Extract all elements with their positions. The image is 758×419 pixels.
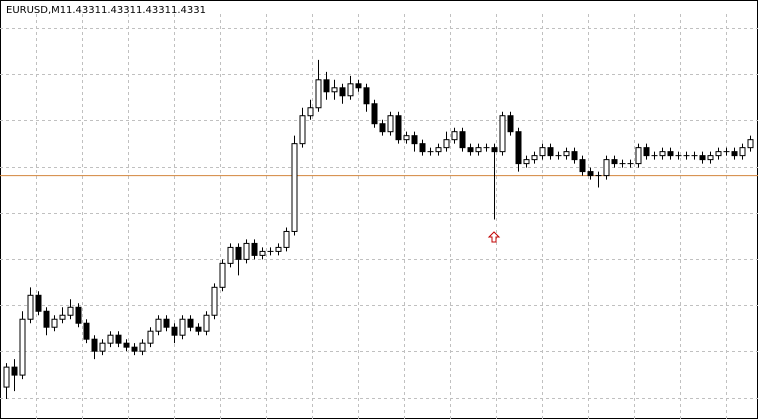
candle-body bbox=[515, 131, 522, 165]
symbol: EURUSD,M1 bbox=[6, 5, 66, 16]
candle-body bbox=[299, 115, 306, 145]
candle-body bbox=[51, 318, 58, 328]
candle-body bbox=[355, 83, 362, 89]
candle-body bbox=[603, 159, 610, 177]
candle-body bbox=[27, 294, 34, 320]
close-label: 1.4331 bbox=[171, 5, 206, 16]
candle-body bbox=[131, 346, 138, 352]
candle-body bbox=[91, 338, 98, 352]
candle-body bbox=[139, 342, 146, 352]
candle-body bbox=[339, 87, 346, 97]
candle-body bbox=[187, 318, 194, 328]
candle-body bbox=[171, 326, 178, 336]
candle-body bbox=[395, 115, 402, 141]
candle-body bbox=[699, 155, 706, 161]
open-label: 1.4331 bbox=[66, 5, 101, 16]
candle-body bbox=[611, 159, 618, 165]
candle-body bbox=[291, 143, 298, 232]
candle-body bbox=[443, 139, 450, 149]
candle-body bbox=[635, 147, 642, 165]
candle-body bbox=[475, 147, 482, 153]
candle-body bbox=[99, 342, 106, 352]
candle-body bbox=[243, 242, 250, 260]
candle-body bbox=[275, 246, 282, 252]
candle-body bbox=[147, 330, 154, 344]
candle-body bbox=[123, 342, 130, 348]
candle-body bbox=[107, 334, 114, 344]
candle-body bbox=[739, 147, 746, 157]
candle-body bbox=[411, 135, 418, 145]
candle-body bbox=[155, 318, 162, 332]
candle-body bbox=[203, 314, 210, 332]
candle-body bbox=[83, 322, 90, 340]
candle-body bbox=[331, 87, 338, 93]
candle-body bbox=[547, 147, 554, 157]
candle-body bbox=[451, 131, 458, 141]
candle-body bbox=[563, 151, 570, 157]
candle-body bbox=[75, 306, 82, 324]
candle-body bbox=[307, 107, 314, 117]
candle-body bbox=[499, 115, 506, 153]
candle-body bbox=[715, 151, 722, 157]
candle-body bbox=[259, 250, 266, 256]
candle-body bbox=[539, 147, 546, 157]
candle-body bbox=[235, 246, 242, 260]
candle-body bbox=[747, 139, 754, 149]
candle-body bbox=[643, 147, 650, 157]
candle-body bbox=[211, 286, 218, 316]
candle-body bbox=[227, 246, 234, 264]
candle-body bbox=[315, 79, 322, 109]
candle-body bbox=[379, 123, 386, 133]
candle-body bbox=[19, 318, 26, 376]
candle-body bbox=[35, 294, 42, 312]
candle-body bbox=[579, 159, 586, 173]
candle-body bbox=[219, 262, 226, 288]
candle-body bbox=[283, 230, 290, 248]
candle-body bbox=[347, 83, 354, 97]
candle-body bbox=[523, 159, 530, 165]
candle-body bbox=[459, 131, 466, 149]
candle-body bbox=[363, 87, 370, 105]
candle-body bbox=[67, 306, 74, 316]
candle-body bbox=[435, 147, 442, 153]
candle-body bbox=[707, 155, 714, 161]
candle-body bbox=[587, 171, 594, 177]
candle-body bbox=[403, 135, 410, 141]
candle-body bbox=[731, 151, 738, 157]
candle-body bbox=[659, 151, 666, 157]
candle-body bbox=[323, 79, 330, 93]
candle-body bbox=[195, 326, 202, 332]
candles bbox=[0, 59, 758, 400]
candle-body bbox=[467, 147, 474, 153]
candle-body bbox=[179, 318, 186, 336]
candle-body bbox=[667, 151, 674, 157]
high-label: 1.4331 bbox=[101, 5, 136, 16]
candle-body bbox=[59, 314, 66, 320]
candle-body bbox=[419, 143, 426, 153]
candle-body bbox=[115, 334, 122, 344]
candle-body bbox=[507, 115, 514, 133]
candle-body bbox=[371, 103, 378, 125]
candle-body bbox=[163, 318, 170, 328]
candle-body bbox=[387, 115, 394, 133]
candle-body bbox=[3, 366, 10, 388]
candle-body bbox=[531, 155, 538, 161]
candle-body bbox=[11, 366, 18, 376]
candle-body bbox=[491, 147, 498, 153]
up-arrow-marker bbox=[487, 231, 501, 243]
low-label: 1.4331 bbox=[136, 5, 171, 16]
candle-body bbox=[571, 151, 578, 161]
candle-body bbox=[251, 242, 258, 256]
grid bbox=[0, 14, 758, 419]
candle-body bbox=[43, 310, 50, 328]
